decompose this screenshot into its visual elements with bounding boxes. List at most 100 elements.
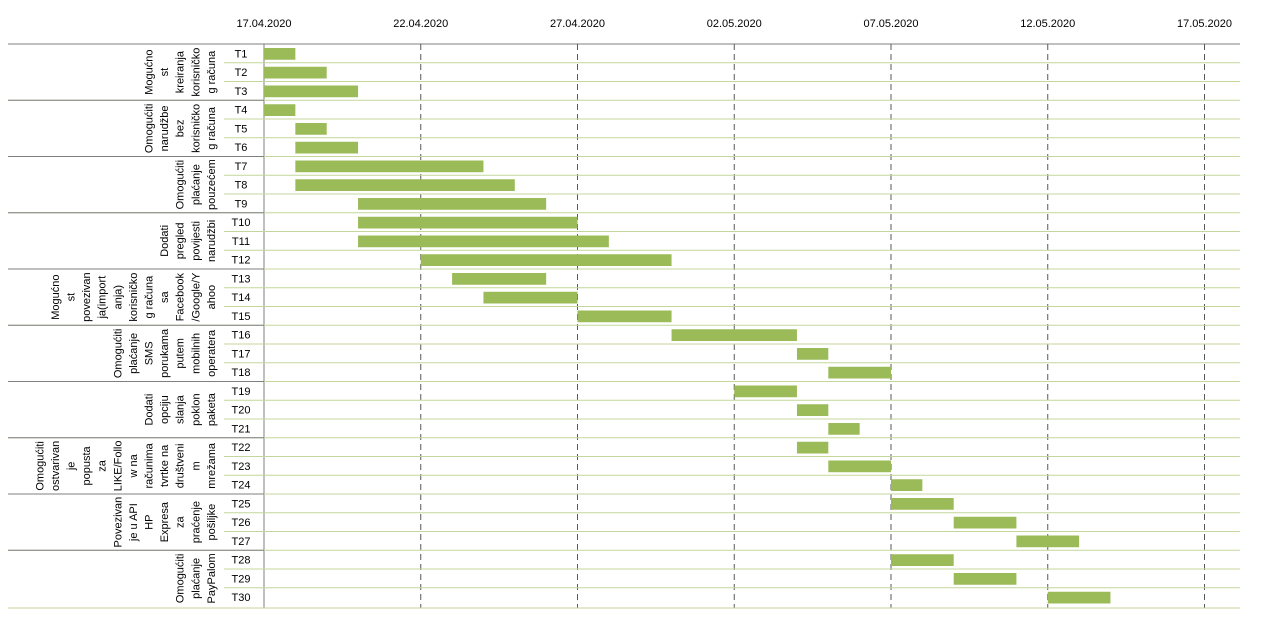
group-label-line: sa [159,290,171,303]
task-bar [295,123,327,135]
group-label-line: društveni [175,444,187,489]
group-label-line: je [66,462,78,472]
group-label-line: za [97,459,109,472]
task-label: T29 [232,573,251,585]
group-label-line: računima [144,442,156,488]
task-bar [891,554,954,566]
group-label-line: povezivan [81,272,93,322]
group-label-line: /Google/Y [190,272,202,322]
task-label: T25 [232,498,251,510]
task-label: T18 [232,367,251,379]
task-bar [734,385,797,398]
group-label-line: Expresa [159,501,171,542]
task-label: T27 [232,536,251,548]
task-label: T17 [232,348,251,360]
task-bar [1047,591,1111,604]
group-label-line: je u API [128,503,140,542]
group-label-line: plaćanje [190,558,202,599]
task-bar [264,85,359,98]
task-label: T2 [235,67,248,79]
x-tick-label: 07.05.2020 [863,18,918,30]
group-label-line: g računa [144,275,156,319]
x-tick-label: 02.05.2020 [707,18,762,30]
group-label-line: Omogućiti [175,160,187,210]
task-label: T15 [232,311,251,323]
group-label-line: m [190,461,202,470]
task-label: T8 [235,180,248,192]
x-tick-label: 17.04.2020 [236,18,291,30]
group-label-line: ahoo [206,285,218,309]
group-label-line: w na [128,453,140,478]
task-label: T12 [232,255,251,267]
group-label-line: ja(import [97,276,109,320]
task-bar [483,291,578,304]
group-label-line: Facebook [175,272,187,321]
group-label-line: st [66,293,78,302]
group-label-line: Omogućiti [144,104,156,154]
task-label: T4 [235,105,248,117]
task-label: T22 [232,442,251,454]
x-tick-label: 12.05.2020 [1020,18,1075,30]
task-bar [796,441,829,454]
group-label-line: bez [175,120,187,138]
group-label-line: narudžbi [206,220,218,262]
group-label-line: pošiljke [206,504,218,541]
task-bar [358,235,609,248]
task-label: T6 [235,142,248,154]
task-bar [295,141,359,154]
x-tick-label: 22.04.2020 [393,18,448,30]
task-bar [264,66,327,79]
group-label-line: Povezivan [112,497,124,548]
x-tick-label: 17.05.2020 [1177,18,1232,30]
task-bar [264,104,296,116]
task-label: T3 [235,86,248,98]
task-bar [358,216,578,229]
task-label: T14 [232,292,251,304]
group-label-line: za [175,515,187,528]
task-label: T28 [232,555,251,567]
task-label: T26 [232,517,251,529]
task-label: T30 [232,592,251,604]
task-label: T19 [232,386,251,398]
task-label: T13 [232,273,251,285]
task-label: T20 [232,405,251,417]
task-bar [828,460,891,473]
group-label-line: plaćanje [128,333,140,374]
group-label-line: st [159,68,171,77]
task-bar [891,479,923,491]
group-label-line: mobilnih [190,333,202,374]
group-label-line: HP [144,514,156,529]
task-bar [295,179,515,191]
group-label-line: Dodati [144,394,156,426]
group-label-line: paketa [206,392,218,426]
task-label: T7 [235,161,248,173]
group-label-line: korisničko [128,273,140,322]
group-label-line: g računa [206,50,218,94]
task-bar [796,404,829,416]
group-label-line: narudžbe [159,105,171,151]
group-label-line: anja) [112,285,124,309]
group-label-line: Mogućno [144,49,156,94]
group-label-line: Omogućiti [175,554,187,604]
task-bar [1016,535,1080,548]
group-label-line: povijesti [190,221,202,261]
task-label: T21 [232,423,251,435]
group-label-line: SMS [144,341,156,365]
group-label-line: Mogućno [50,274,62,319]
group-label-line: operatera [206,329,218,377]
task-label: T16 [232,330,251,342]
group-label-line: pouzećem [206,159,218,210]
task-label: T5 [235,123,248,135]
group-label-line: mrežama [206,442,218,489]
group-label-line: g računa [206,106,218,150]
task-label: T24 [232,480,251,492]
task-label: T23 [232,461,251,473]
task-label: T10 [232,217,251,229]
task-bar [577,310,672,323]
group-label-line: plaćanje [190,164,202,205]
group-label-line: korisničko [190,104,202,153]
group-label-line: putem [175,338,187,369]
task-bar [953,516,1017,529]
task-bar [452,273,547,285]
task-bar [828,366,891,379]
